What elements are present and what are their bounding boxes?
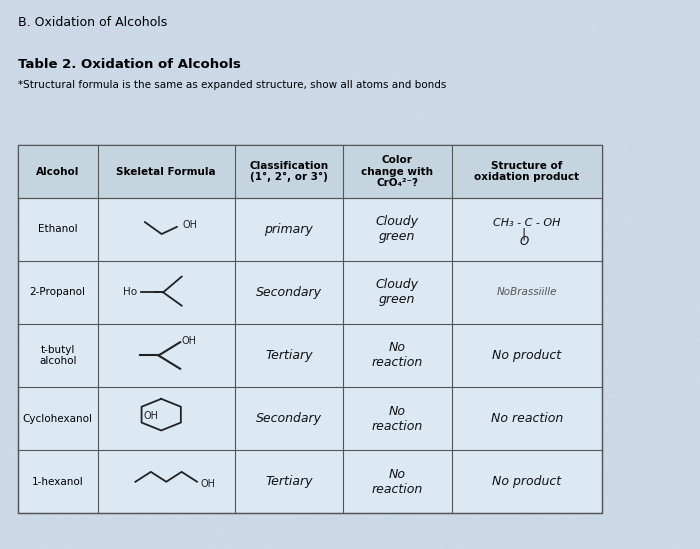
Text: *Structural formula is the same as expanded structure, show all atoms and bonds: *Structural formula is the same as expan… <box>18 80 446 89</box>
Bar <box>18 145 602 198</box>
Text: Secondary: Secondary <box>256 412 322 425</box>
Text: Alcohol: Alcohol <box>36 166 79 177</box>
Text: Cloudy
green: Cloudy green <box>376 215 419 243</box>
Text: Ho: Ho <box>123 287 137 298</box>
Text: O: O <box>520 235 529 248</box>
Text: Color
change with
CrO₄²⁻?: Color change with CrO₄²⁻? <box>361 155 433 188</box>
Text: No reaction: No reaction <box>491 412 563 425</box>
Text: No product: No product <box>492 349 561 362</box>
Text: No
reaction: No reaction <box>372 341 423 369</box>
Text: 2-Propanol: 2-Propanol <box>29 287 85 298</box>
Text: OH: OH <box>183 220 197 230</box>
Text: OH: OH <box>201 479 216 490</box>
Text: B. Oxidation of Alcohols: B. Oxidation of Alcohols <box>18 16 167 30</box>
Text: primary: primary <box>265 223 313 236</box>
Text: Tertiary: Tertiary <box>265 349 312 362</box>
Text: OH: OH <box>182 336 197 346</box>
Text: Secondary: Secondary <box>256 286 322 299</box>
Text: |: | <box>521 227 526 240</box>
Text: 1-hexanol: 1-hexanol <box>32 477 83 487</box>
Text: Tertiary: Tertiary <box>265 475 312 488</box>
Text: NoBrassiille: NoBrassiille <box>496 287 557 298</box>
Text: Cloudy
green: Cloudy green <box>376 278 419 306</box>
Text: No
reaction: No reaction <box>372 468 423 496</box>
Text: No product: No product <box>492 475 561 488</box>
Text: Structure of
oxidation product: Structure of oxidation product <box>474 161 580 182</box>
Text: Table 2. Oxidation of Alcohols: Table 2. Oxidation of Alcohols <box>18 58 240 71</box>
Text: Ethanol: Ethanol <box>38 224 78 234</box>
Text: Skeletal Formula: Skeletal Formula <box>116 166 216 177</box>
Text: OH: OH <box>144 411 159 421</box>
Text: t-butyl
alcohol: t-butyl alcohol <box>39 345 76 366</box>
Text: Cyclohexanol: Cyclohexanol <box>22 413 92 424</box>
Text: CH₃ - C - OH: CH₃ - C - OH <box>493 217 561 228</box>
Text: No
reaction: No reaction <box>372 405 423 433</box>
Text: Classification
(1°, 2°, or 3°): Classification (1°, 2°, or 3°) <box>249 161 328 182</box>
Bar <box>18 145 602 513</box>
